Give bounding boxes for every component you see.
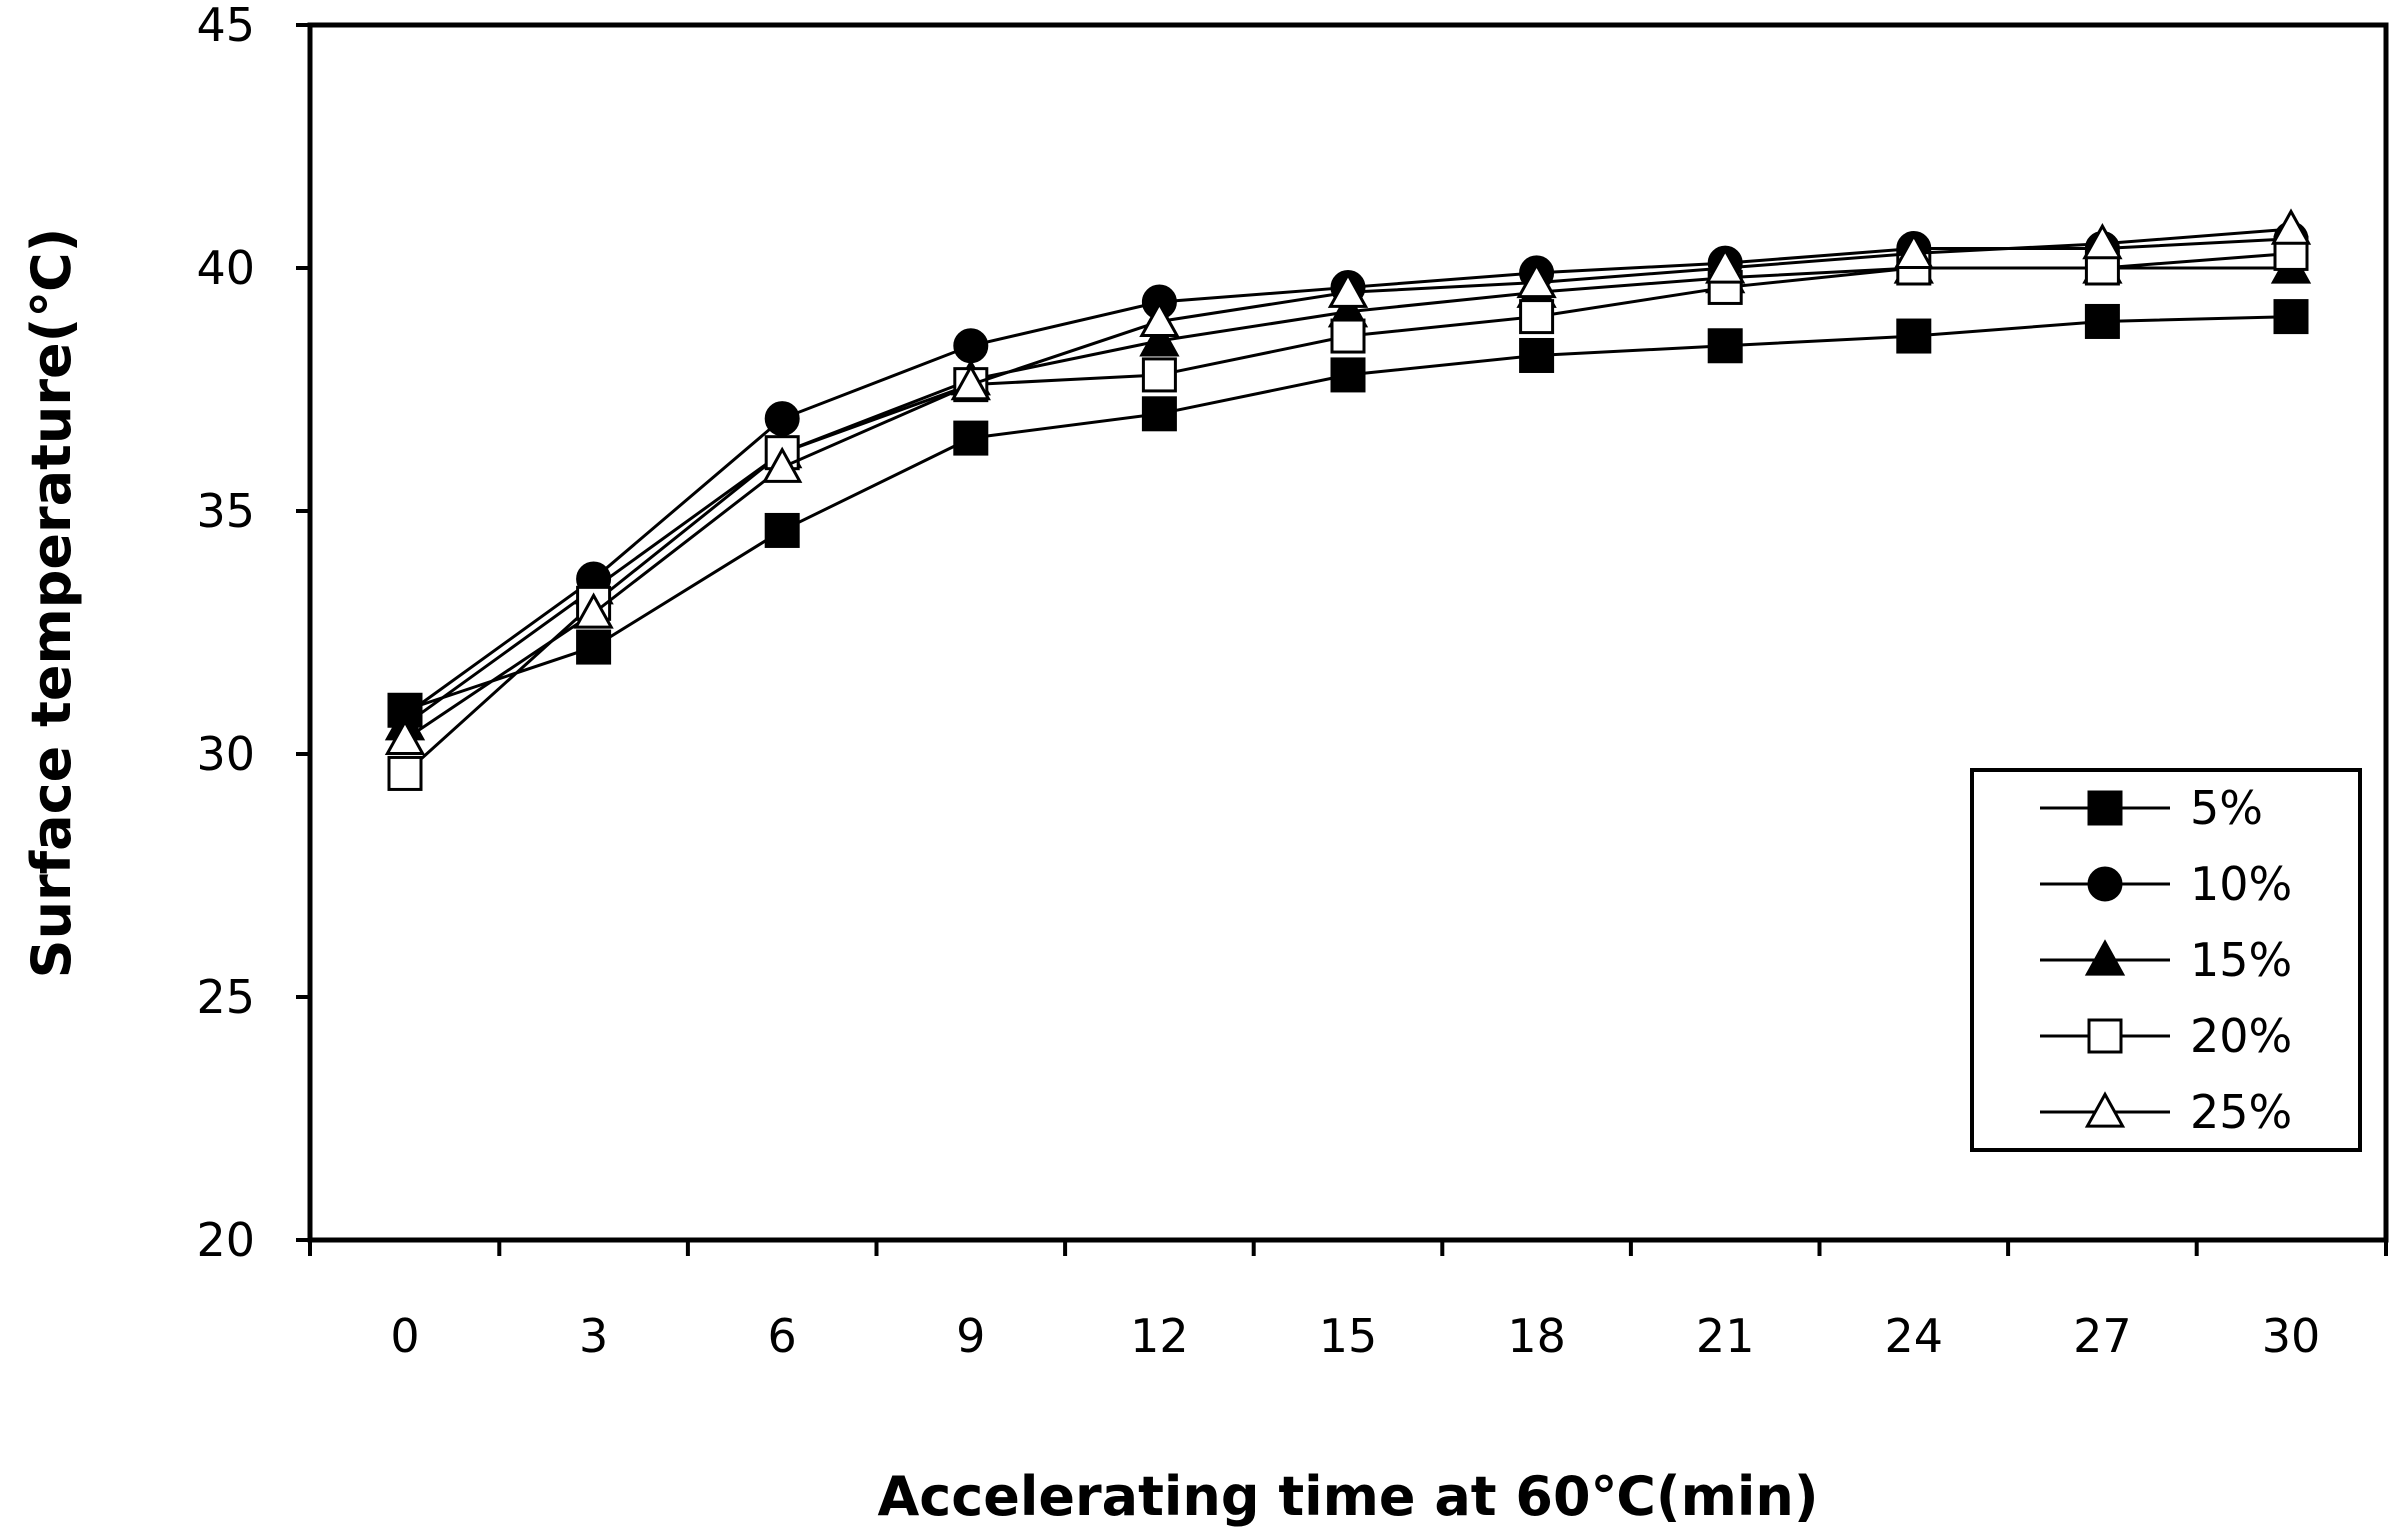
y-tick-label: 35 — [196, 484, 255, 538]
data-point — [1519, 299, 1555, 335]
data-point — [384, 718, 426, 755]
data-point — [1893, 232, 1934, 269]
data-point — [953, 328, 989, 364]
data-point — [1516, 261, 1557, 299]
data-point — [1707, 328, 1743, 364]
data-point — [1139, 300, 1180, 338]
x-tick-label: 15 — [1319, 1309, 1378, 1363]
legend-marker — [2087, 790, 2123, 826]
x-tick-label: 27 — [2073, 1309, 2132, 1363]
data-point — [1330, 318, 1366, 354]
y-tick-label: 25 — [196, 970, 255, 1024]
data-point — [387, 755, 423, 791]
data-point — [2270, 208, 2312, 245]
x-tick-label: 12 — [1130, 1309, 1189, 1363]
data-point — [1896, 318, 1932, 354]
legend-label: 5% — [2190, 781, 2263, 835]
data-point — [950, 363, 991, 401]
data-point — [576, 629, 612, 665]
y-tick-label: 40 — [196, 241, 255, 295]
x-tick-label: 24 — [1885, 1309, 1944, 1363]
x-tick-label: 21 — [1696, 1309, 1755, 1363]
x-tick-label: 3 — [579, 1309, 608, 1363]
x-axis: 0 3 6 9 12 15 18 21 24 27 30 — [308, 1240, 2388, 1363]
data-point — [2273, 299, 2309, 335]
series-layer — [384, 208, 2312, 791]
data-point — [1330, 357, 1366, 393]
y-axis: 20 25 30 35 40 45 — [196, 0, 310, 1267]
data-point — [762, 446, 803, 483]
x-tick-label: 9 — [956, 1309, 985, 1363]
legend-label: 10% — [2190, 857, 2292, 911]
legend-item: 10% — [2040, 857, 2292, 911]
legend-item: 15% — [2040, 933, 2292, 987]
x-tick-label: 0 — [390, 1309, 419, 1363]
legend-item: 25% — [2040, 1085, 2292, 1139]
y-axis-title: Surface temperature(℃) — [20, 228, 83, 979]
data-point — [2084, 303, 2120, 339]
legend-label: 20% — [2190, 1009, 2292, 1063]
data-point — [573, 592, 614, 629]
y-tick-label: 20 — [196, 1213, 255, 1267]
data-point — [1519, 337, 1555, 373]
legend-item: 20% — [2040, 1009, 2292, 1063]
data-point — [1327, 271, 1369, 308]
legend-item: 5% — [2040, 781, 2263, 835]
legend-marker — [2084, 1091, 2126, 1128]
data-point — [953, 420, 989, 456]
legend-label: 15% — [2190, 933, 2292, 987]
data-point — [764, 401, 800, 437]
data-point — [2082, 223, 2123, 260]
data-point — [764, 512, 800, 548]
data-point — [1141, 357, 1177, 393]
x-tick-label: 6 — [768, 1309, 797, 1363]
data-point — [1139, 320, 1180, 357]
legend-marker — [2084, 939, 2126, 976]
legend-label: 25% — [2190, 1085, 2292, 1139]
x-tick-label: 30 — [2262, 1309, 2321, 1363]
series-25pct — [384, 208, 2312, 755]
x-tick-label: 18 — [1507, 1309, 1566, 1363]
data-point — [1141, 396, 1177, 432]
y-tick-label: 30 — [196, 727, 255, 781]
legend: 5% 10% 15% 20% 25% — [1970, 768, 2362, 1152]
data-point — [1705, 247, 1746, 284]
legend-marker — [2087, 1018, 2123, 1054]
x-axis-title: Accelerating time at 60℃(min) — [877, 1465, 1818, 1528]
legend-marker — [2087, 866, 2123, 902]
y-tick-label: 45 — [196, 0, 255, 52]
